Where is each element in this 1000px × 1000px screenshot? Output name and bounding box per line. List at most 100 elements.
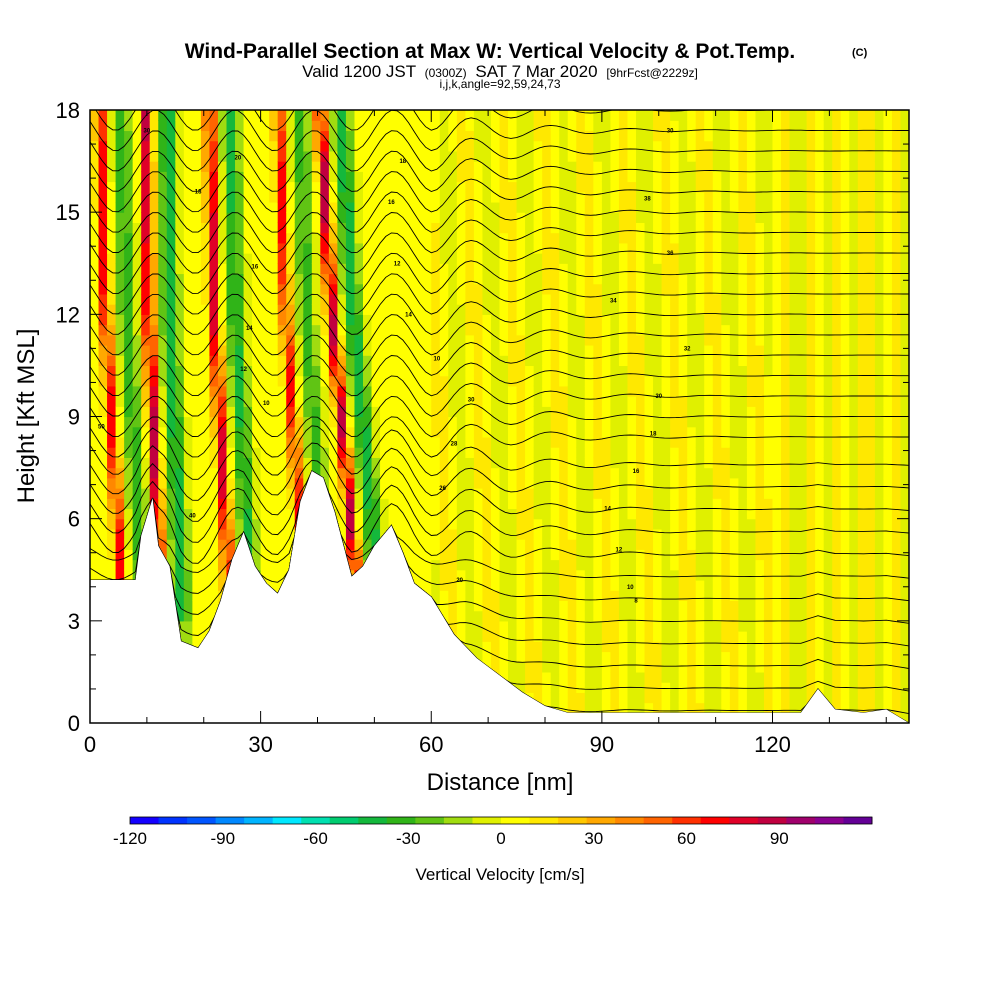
velocity-cell <box>781 242 791 254</box>
velocity-cell <box>124 273 134 285</box>
velocity-cell <box>294 253 304 264</box>
velocity-cell <box>542 569 552 581</box>
velocity-cell <box>789 283 799 295</box>
velocity-cell <box>328 304 339 315</box>
velocity-cell <box>132 161 142 172</box>
velocity-cell <box>490 488 501 499</box>
velocity-cell <box>337 232 347 244</box>
velocity-cell <box>490 181 501 193</box>
velocity-cell <box>755 263 765 275</box>
velocity-cell <box>789 253 799 264</box>
velocity-cell <box>601 518 612 530</box>
velocity-cell <box>243 130 253 142</box>
velocity-cell <box>397 273 407 285</box>
velocity-cell <box>678 661 688 673</box>
velocity-cell <box>772 334 782 346</box>
velocity-cell <box>670 181 680 193</box>
velocity-cell <box>670 590 680 601</box>
velocity-cell <box>499 467 509 479</box>
velocity-cell <box>149 263 159 275</box>
velocity-cell <box>158 498 168 510</box>
velocity-cell <box>712 130 722 142</box>
velocity-cell <box>490 385 501 397</box>
velocity-cell <box>618 590 629 601</box>
velocity-cell <box>465 161 475 172</box>
velocity-cell <box>277 365 287 377</box>
velocity-cell <box>584 569 594 581</box>
velocity-cell <box>618 477 629 489</box>
velocity-cell <box>354 161 364 172</box>
velocity-cell <box>644 314 654 326</box>
velocity-cell <box>644 110 654 121</box>
velocity-cell <box>482 110 492 121</box>
velocity-cell <box>516 161 526 172</box>
velocity-cell <box>243 406 253 418</box>
velocity-cell <box>422 232 432 244</box>
velocity-cell <box>627 692 637 704</box>
velocity-cell <box>431 273 441 285</box>
velocity-cell <box>192 610 202 622</box>
velocity-cell <box>260 150 270 162</box>
velocity-cell <box>670 130 680 142</box>
velocity-cell <box>576 273 586 285</box>
velocity-cell <box>345 396 356 407</box>
velocity-cell <box>124 549 134 561</box>
velocity-cell <box>610 304 620 315</box>
velocity-cell <box>277 232 287 244</box>
velocity-cell <box>439 222 449 234</box>
velocity-cell <box>149 110 159 121</box>
velocity-cell <box>422 396 432 407</box>
velocity-cell <box>473 477 484 489</box>
velocity-cell <box>576 498 586 510</box>
velocity-cell <box>653 140 663 152</box>
velocity-cell <box>542 110 552 121</box>
velocity-cell <box>209 344 219 356</box>
velocity-cell <box>704 426 714 438</box>
velocity-cell <box>166 508 176 520</box>
velocity-cell <box>593 539 603 550</box>
velocity-cell <box>303 447 313 458</box>
velocity-cell <box>763 692 774 704</box>
velocity-cell <box>508 293 518 305</box>
velocity-cell <box>431 324 441 336</box>
velocity-cell <box>183 191 193 203</box>
velocity-cell <box>200 620 211 632</box>
velocity-cell <box>380 120 390 132</box>
velocity-cell <box>456 171 466 183</box>
velocity-cell <box>354 447 364 458</box>
velocity-cell <box>439 488 449 499</box>
velocity-cell <box>746 498 757 510</box>
velocity-cell <box>405 396 415 407</box>
velocity-cell <box>277 253 287 264</box>
velocity-cell <box>729 355 739 367</box>
velocity-cell <box>704 590 714 601</box>
velocity-cell <box>678 140 688 152</box>
velocity-cell <box>183 181 193 193</box>
velocity-cell <box>789 304 799 315</box>
velocity-cell <box>277 212 287 223</box>
velocity-cell <box>746 120 757 132</box>
velocity-cell <box>448 324 458 336</box>
velocity-cell <box>661 273 671 285</box>
velocity-cell <box>542 436 552 448</box>
velocity-cell <box>601 661 612 673</box>
velocity-cell <box>687 385 697 397</box>
velocity-cell <box>653 212 663 223</box>
velocity-cell <box>90 365 100 377</box>
velocity-cell <box>217 569 228 581</box>
velocity-cell <box>781 263 791 275</box>
velocity-cell <box>192 181 202 193</box>
velocity-cell <box>294 212 304 223</box>
velocity-cell <box>559 171 569 183</box>
velocity-cell <box>380 242 390 254</box>
velocity-cell <box>192 488 202 499</box>
velocity-cell <box>175 253 185 264</box>
velocity-cell <box>175 426 185 438</box>
velocity-cell <box>217 396 228 407</box>
velocity-cell <box>738 140 748 152</box>
velocity-cell <box>98 416 108 428</box>
velocity-cell <box>337 130 347 142</box>
velocity-cell <box>371 273 381 285</box>
velocity-cell <box>337 273 347 285</box>
velocity-cell <box>593 671 603 683</box>
